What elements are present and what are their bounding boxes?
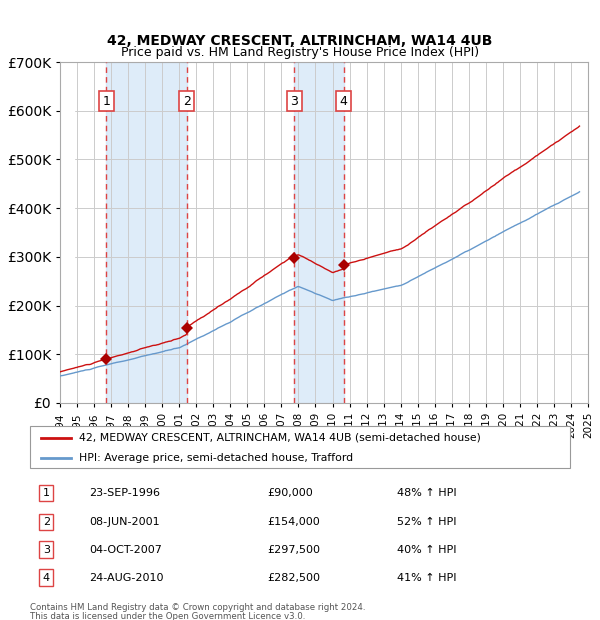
Text: Price paid vs. HM Land Registry's House Price Index (HPI): Price paid vs. HM Land Registry's House … [121, 46, 479, 59]
Bar [106, 62, 187, 403]
Text: 4: 4 [340, 95, 347, 108]
Text: £297,500: £297,500 [268, 545, 320, 555]
Text: 04-OCT-2007: 04-OCT-2007 [89, 545, 162, 555]
Text: 3: 3 [43, 545, 50, 555]
Text: 24-AUG-2010: 24-AUG-2010 [89, 573, 164, 583]
Text: Contains HM Land Registry data © Crown copyright and database right 2024.: Contains HM Land Registry data © Crown c… [30, 603, 365, 612]
Text: 23-SEP-1996: 23-SEP-1996 [89, 488, 160, 498]
Text: 4: 4 [43, 573, 50, 583]
Text: 08-JUN-2001: 08-JUN-2001 [89, 517, 160, 527]
Text: 1: 1 [103, 95, 110, 108]
Text: £282,500: £282,500 [268, 573, 320, 583]
Text: 40% ↑ HPI: 40% ↑ HPI [397, 545, 457, 555]
Text: 41% ↑ HPI: 41% ↑ HPI [397, 573, 457, 583]
Text: 3: 3 [290, 95, 298, 108]
Text: 52% ↑ HPI: 52% ↑ HPI [397, 517, 457, 527]
Text: This data is licensed under the Open Government Licence v3.0.: This data is licensed under the Open Gov… [30, 612, 305, 620]
Text: 42, MEDWAY CRESCENT, ALTRINCHAM, WA14 4UB: 42, MEDWAY CRESCENT, ALTRINCHAM, WA14 4U… [107, 33, 493, 48]
Text: 1: 1 [43, 488, 50, 498]
Bar [60, 62, 74, 403]
Text: £90,000: £90,000 [268, 488, 313, 498]
Text: 2: 2 [183, 95, 191, 108]
Bar [294, 62, 344, 403]
FancyBboxPatch shape [30, 426, 570, 468]
Text: £154,000: £154,000 [268, 517, 320, 527]
Text: 2: 2 [43, 517, 50, 527]
Text: HPI: Average price, semi-detached house, Trafford: HPI: Average price, semi-detached house,… [79, 453, 353, 463]
Text: 48% ↑ HPI: 48% ↑ HPI [397, 488, 457, 498]
Text: 42, MEDWAY CRESCENT, ALTRINCHAM, WA14 4UB (semi-detached house): 42, MEDWAY CRESCENT, ALTRINCHAM, WA14 4U… [79, 433, 481, 443]
Bar [60, 62, 74, 403]
